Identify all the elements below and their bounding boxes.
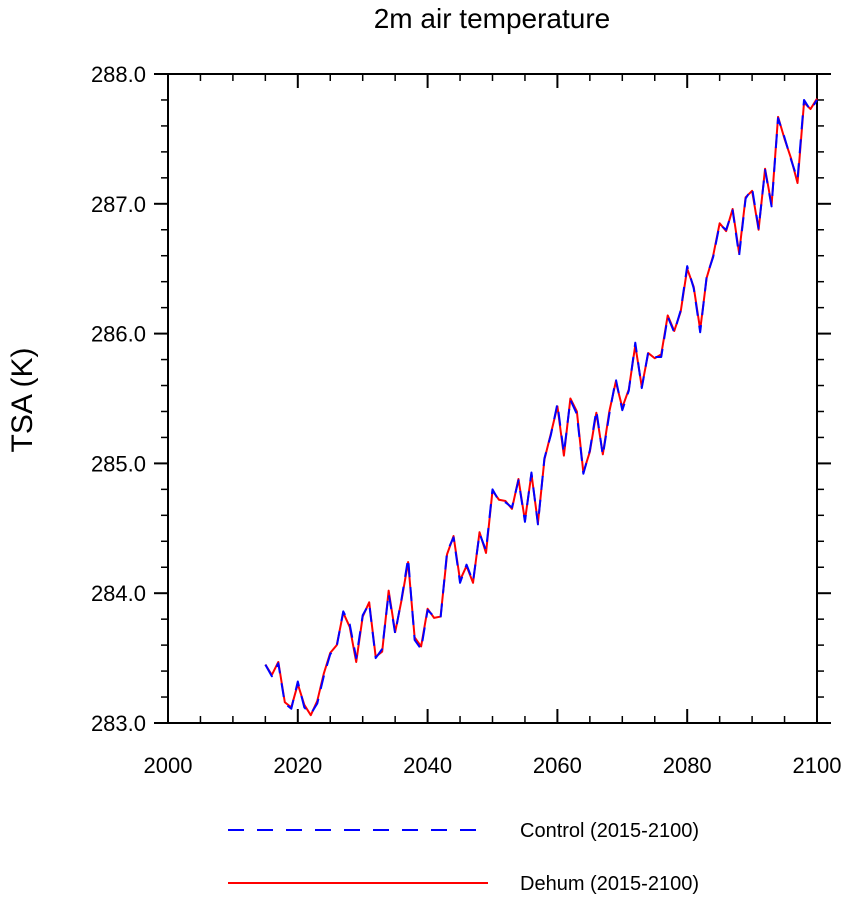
y-axis-label: TSA (K) [6,347,39,452]
x-tick-label: 2000 [144,753,193,778]
control-series-line [264,98,818,715]
y-tick-label: 283.0 [91,711,146,736]
series-group [264,98,818,717]
y-tick-label: 284.0 [91,581,146,606]
x-tick-label: 2020 [273,753,322,778]
dehum-series-line [264,98,818,717]
axis-tick-labels: 2000 2020 2040 2060 2080 2100 283.0 284.0 285.0 2… [91,62,842,778]
x-tick-label: 2080 [663,753,712,778]
x-tick-label: 2040 [403,753,452,778]
plot-frame [167,73,818,724]
axis-ticks [154,73,831,724]
legend-label: Control (2015-2100) [520,820,699,842]
chart-title: 2m air temperature [374,3,611,34]
x-tick-label: 2100 [793,753,842,778]
legend-label: Dehum (2015-2100) [520,873,699,895]
y-tick-label: 286.0 [91,322,146,347]
legend: Control (2015-2100) Dehum (2015-2100) [228,820,699,895]
x-tick-label: 2060 [533,753,582,778]
y-tick-label: 285.0 [91,451,146,476]
y-tick-label: 288.0 [91,62,146,87]
y-tick-label: 287.0 [91,192,146,217]
